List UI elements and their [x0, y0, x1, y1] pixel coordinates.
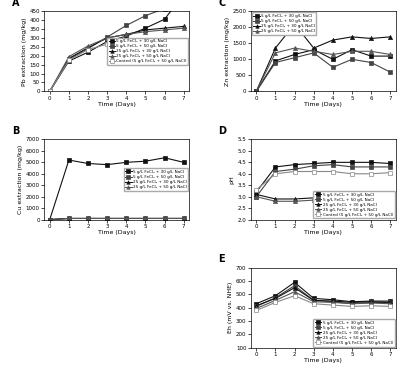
Text: A: A	[12, 0, 20, 8]
Legend: 5 g/L FeCl₃ + 30 g/L NaCl, 5 g/L FeCl₃ + 50 g/L NaCl, 25 g/L FeCl₃ + 30 g/L NaCl: 5 g/L FeCl₃ + 30 g/L NaCl, 5 g/L FeCl₃ +…	[252, 12, 316, 35]
X-axis label: Time (Days): Time (Days)	[304, 358, 342, 364]
Legend: 5 g/L FeCl₃ + 30 g/L NaCl, 5 g/L FeCl₃ + 50 g/L NaCl, 25 g/L FeCl₃ + 30 g/L NaCl: 5 g/L FeCl₃ + 30 g/L NaCl, 5 g/L FeCl₃ +…	[107, 37, 188, 65]
X-axis label: Time (Days): Time (Days)	[98, 230, 136, 235]
Legend: 5 g/L FeCl₃ + 30 g/L NaCl, 5 g/L FeCl₃ + 50 g/L NaCl, 25 g/L FeCl₃ + 30 g/L NaCl: 5 g/L FeCl₃ + 30 g/L NaCl, 5 g/L FeCl₃ +…	[314, 319, 395, 347]
Legend: 5 g/L FeCl₃ + 30 g/L NaCl, 5 g/L FeCl₃ + 50 g/L NaCl, 25 g/L FeCl₃ + 30 g/L NaCl: 5 g/L FeCl₃ + 30 g/L NaCl, 5 g/L FeCl₃ +…	[124, 168, 188, 191]
Y-axis label: Eh (mV vs. NHE): Eh (mV vs. NHE)	[228, 282, 233, 334]
Y-axis label: Pb extraction (mg/kg): Pb extraction (mg/kg)	[22, 17, 26, 86]
Text: B: B	[12, 126, 19, 136]
Y-axis label: Zn extraction (mg/kg): Zn extraction (mg/kg)	[225, 17, 230, 86]
Text: C: C	[218, 0, 226, 8]
Y-axis label: pH: pH	[230, 175, 235, 184]
X-axis label: Time (Days): Time (Days)	[304, 230, 342, 235]
Text: D: D	[218, 126, 226, 136]
Text: E: E	[218, 254, 225, 264]
X-axis label: Time (Days): Time (Days)	[98, 102, 136, 107]
Y-axis label: Cu extraction (mg/kg): Cu extraction (mg/kg)	[18, 145, 23, 214]
X-axis label: Time (Days): Time (Days)	[304, 102, 342, 107]
Legend: 5 g/L FeCl₃ + 30 g/L NaCl, 5 g/L FeCl₃ + 50 g/L NaCl, 25 g/L FeCl₃ + 30 g/L NaCl: 5 g/L FeCl₃ + 30 g/L NaCl, 5 g/L FeCl₃ +…	[314, 191, 395, 218]
